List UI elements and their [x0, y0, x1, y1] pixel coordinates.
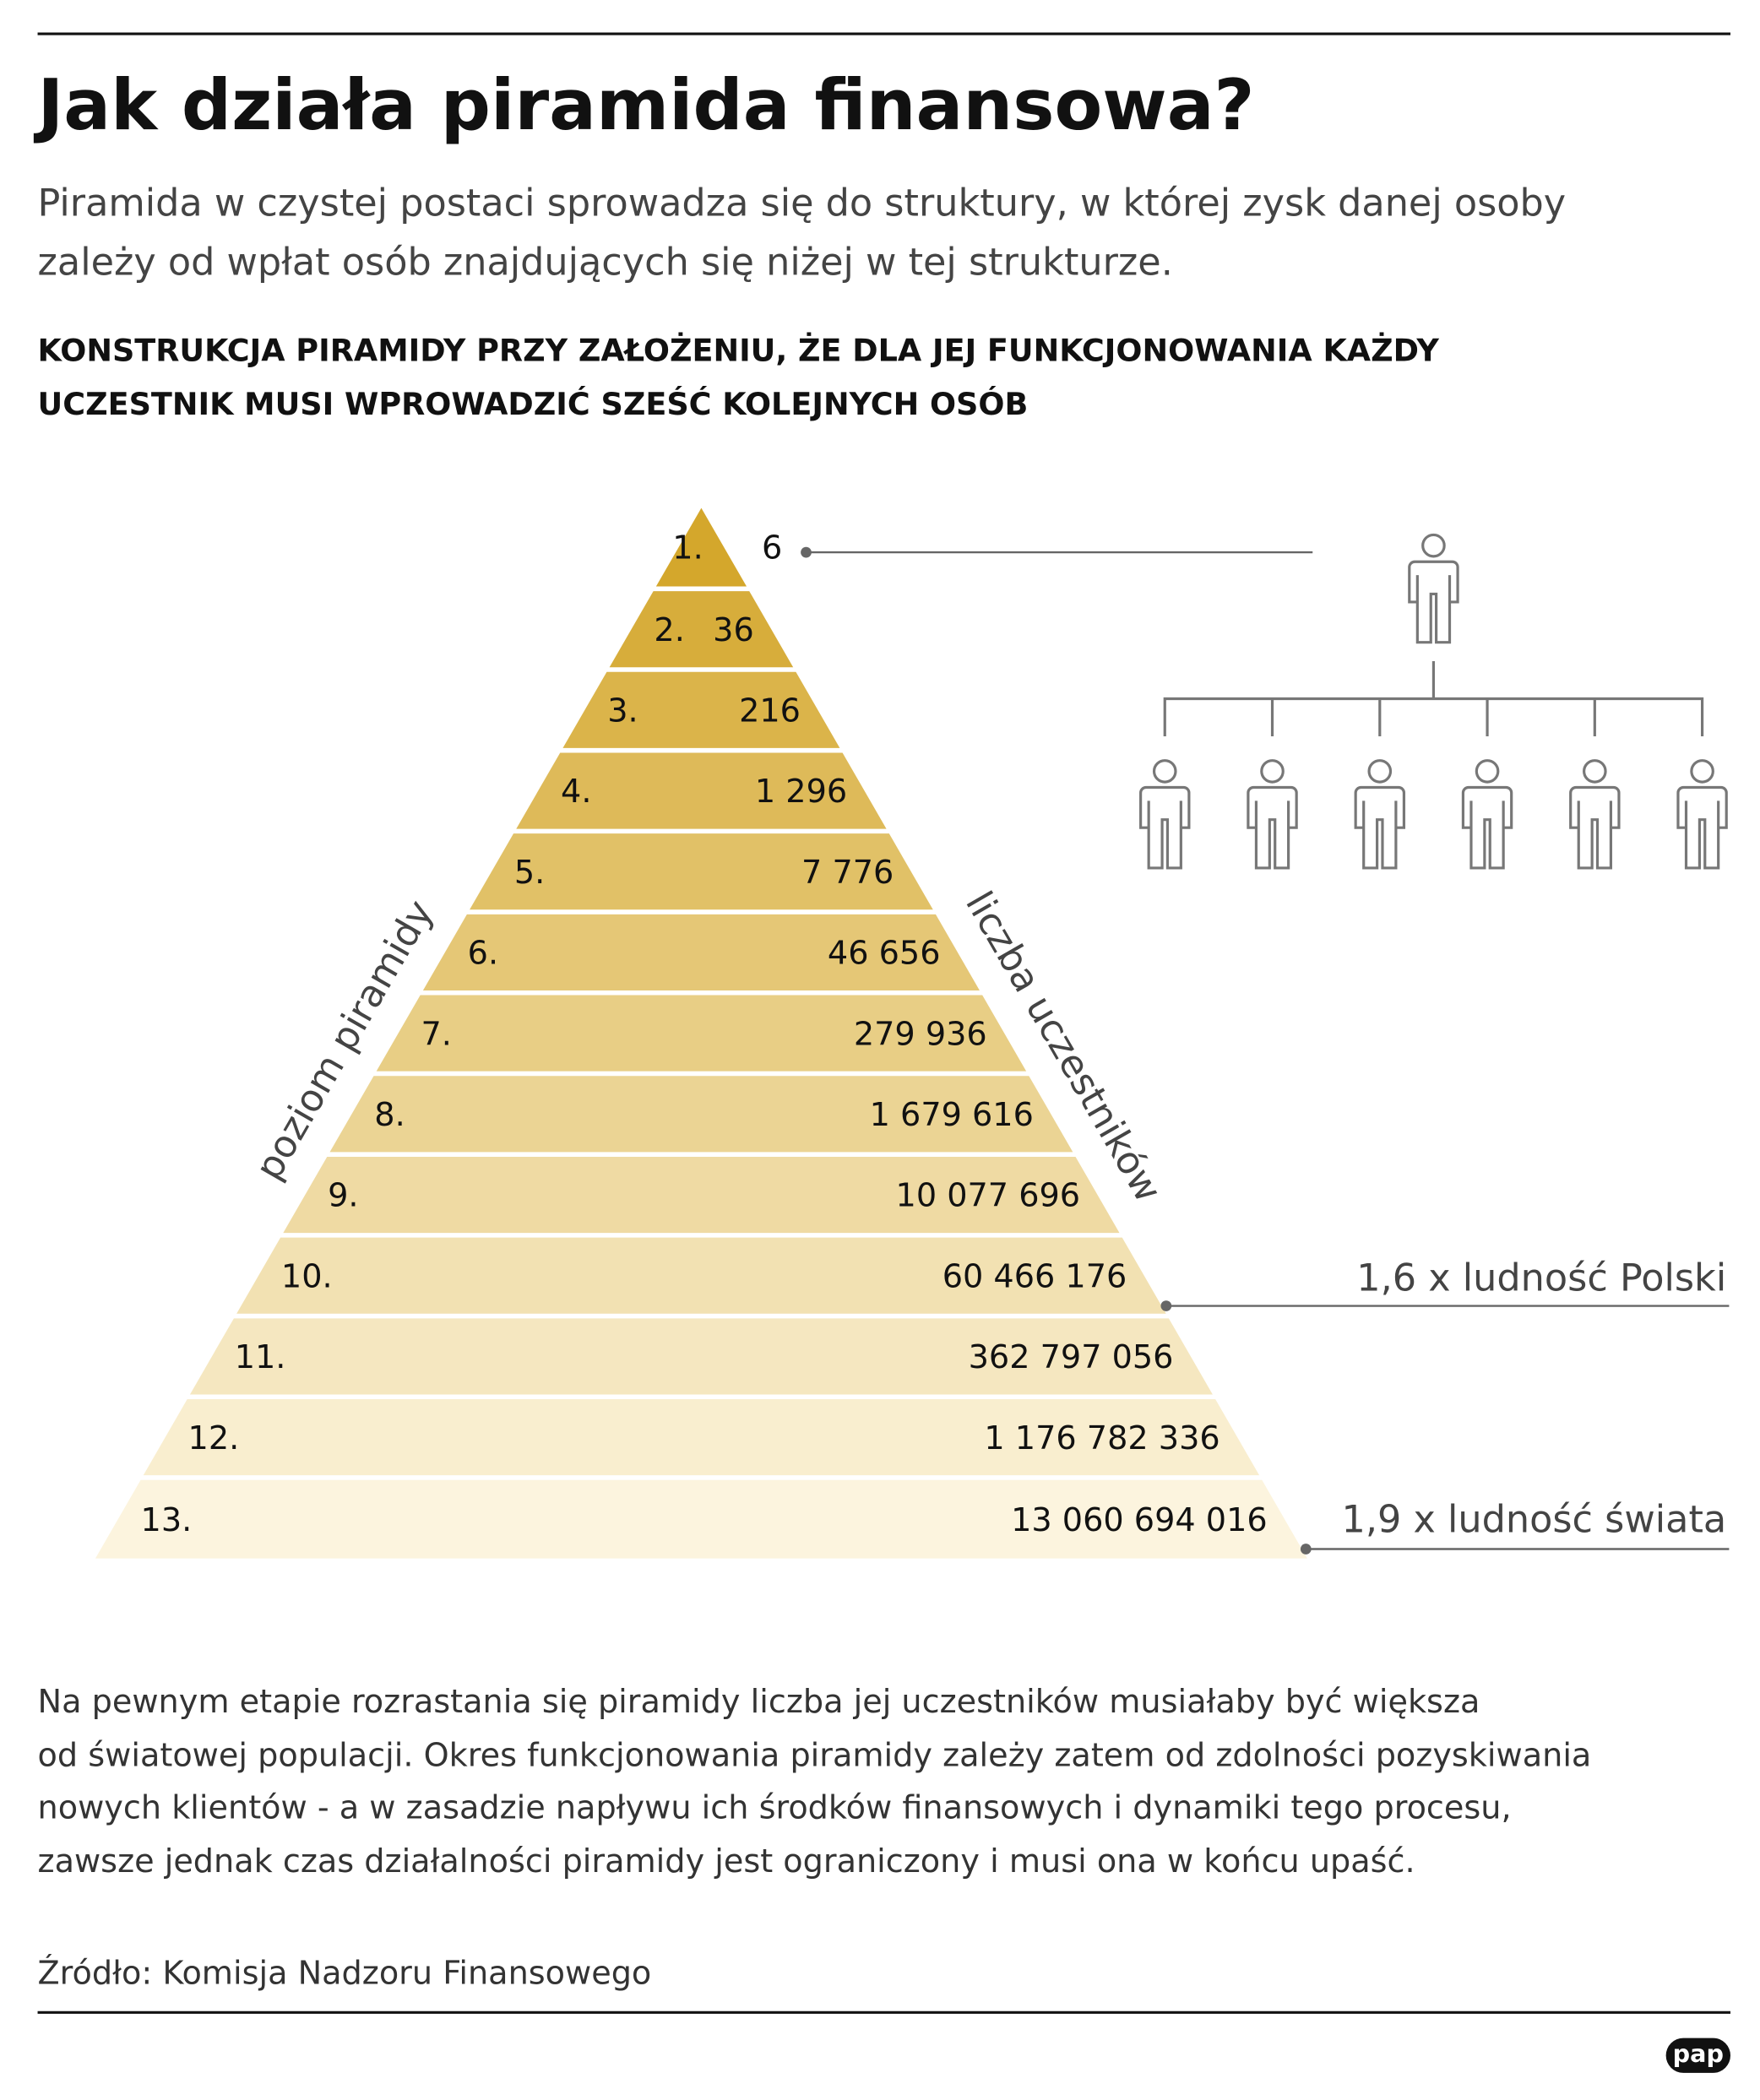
level-label: 4. [561, 773, 591, 811]
footer-text: Na pewnym etapie rozrastania się piramid… [38, 1684, 1480, 1721]
section-heading: KONSTRUKCJA PIRAMIDY PRZY ZAŁOŻENIU, ŻE … [38, 332, 1440, 369]
footer-text: nowych klientów - a w zasadzie napływu i… [38, 1790, 1512, 1827]
level-label: 3. [607, 693, 638, 730]
level-label: 11. [235, 1339, 286, 1376]
participant-count: 10 077 696 [896, 1178, 1081, 1215]
pyramid: 1. 6 2. 36 3. 216 4. 1 296 5. 7 776 6. 46 656 7. 279 … [95, 507, 1307, 1559]
participant-count: 60 466 176 [942, 1258, 1127, 1295]
level-label: 12. [188, 1420, 240, 1457]
pyramid-tier [95, 1479, 1307, 1559]
participant-count: 13 060 694 016 [1011, 1502, 1268, 1539]
logo-badge [1665, 2038, 1731, 2073]
level-label: 2. [654, 612, 684, 649]
pyramid-tier [376, 995, 1027, 1072]
participant-count: 279 936 [854, 1016, 987, 1053]
annotation: 1,9 x ludność świata [1342, 1498, 1727, 1542]
pyramid-tier [143, 1399, 1260, 1476]
annotation: 1,6 x ludność Polski [1356, 1256, 1726, 1300]
level-label: 13. [141, 1502, 193, 1539]
pyramid-tier [422, 914, 980, 990]
pyramid-tier [609, 591, 794, 668]
level-label: 9. [328, 1178, 358, 1215]
participant-count: 36 [713, 612, 754, 649]
participant-count: 362 797 056 [969, 1339, 1174, 1376]
pyramid-tier [189, 1318, 1213, 1395]
pyramid-tier [470, 833, 933, 910]
subtitle: Piramida w czystej postaci sprowadza się… [38, 182, 1567, 225]
participant-count: 46 656 [828, 936, 941, 973]
participant-count: 6 [762, 530, 782, 567]
pyramid-tier [562, 671, 840, 748]
level-label: 1. [672, 530, 703, 567]
participant-count: 1 176 782 336 [984, 1420, 1220, 1457]
level-label: 10. [281, 1258, 333, 1295]
pyramid-tier [516, 752, 887, 829]
section-heading: UCZESTNIK MUSI WPROWADZIĆ SZEŚĆ KOLEJNYC… [38, 385, 1029, 422]
level-label: 6. [468, 936, 498, 973]
tree-diagram [1139, 533, 1728, 870]
title: Jak działa piramida finansowa? [34, 64, 1255, 146]
level-label: 7. [421, 1016, 451, 1053]
pyramid-tier [655, 507, 747, 587]
participant-count: 7 776 [801, 855, 894, 892]
pyramid-tier [329, 1076, 1073, 1153]
pyramid-tier [283, 1156, 1120, 1234]
logo: pap [1673, 2039, 1724, 2068]
participant-count: 1 679 616 [870, 1097, 1034, 1134]
subtitle: zależy od wpłat osób znajdujących się ni… [38, 241, 1173, 285]
source: Źródło: Komisja Nadzoru Finansowego [38, 1952, 652, 1992]
pyramid-tier [236, 1237, 1166, 1314]
level-label: 8. [374, 1097, 405, 1134]
footer-text: zawsze jednak czas działalności piramidy… [38, 1843, 1415, 1880]
footer-text: od światowej populacji. Okres funkcjonow… [38, 1738, 1592, 1775]
participant-count: 216 [739, 693, 801, 730]
level-label: 5. [514, 855, 545, 892]
participant-count: 1 296 [755, 773, 847, 811]
